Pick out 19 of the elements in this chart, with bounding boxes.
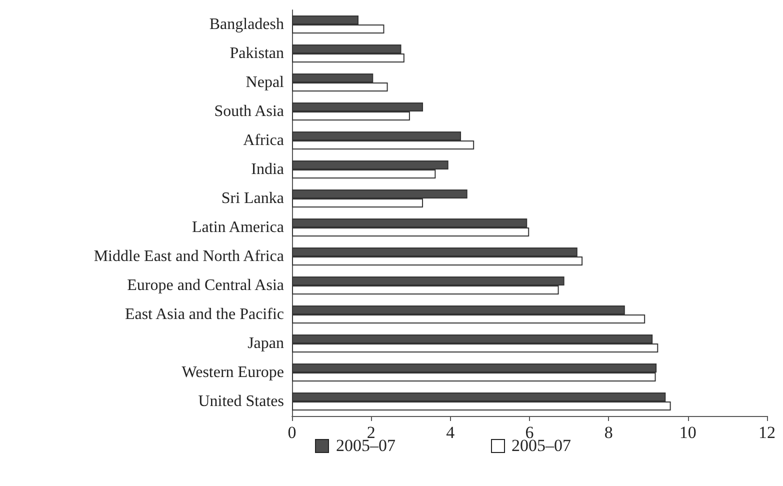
y-tick-label: East Asia and the Pacific bbox=[124, 306, 284, 323]
y-tick-label: Europe and Central Asia bbox=[127, 277, 284, 294]
x-tick-label: 0 bbox=[288, 423, 296, 442]
y-tick-label: Africa bbox=[243, 132, 284, 149]
y-tick-label: South Asia bbox=[214, 103, 284, 120]
y-tick-label: Sri Lanka bbox=[221, 190, 284, 207]
x-tick-label: 8 bbox=[604, 423, 613, 442]
x-tick-label: 12 bbox=[758, 423, 776, 442]
y-tick-label: Latin America bbox=[192, 219, 284, 236]
y-tick-label: Pakistan bbox=[230, 45, 284, 62]
y-tick-label: Japan bbox=[248, 335, 284, 352]
y-tick-label: Nepal bbox=[246, 74, 285, 91]
y-tick-label: Middle East and North Africa bbox=[94, 248, 284, 265]
x-tick-label: 4 bbox=[446, 423, 456, 442]
y-tick-label: India bbox=[251, 161, 284, 178]
x-tick-label: 10 bbox=[679, 423, 696, 442]
y-tick-label: Western Europe bbox=[182, 364, 284, 381]
y-tick-label: United States bbox=[198, 393, 284, 410]
y-tick-label: Bangladesh bbox=[209, 16, 284, 33]
